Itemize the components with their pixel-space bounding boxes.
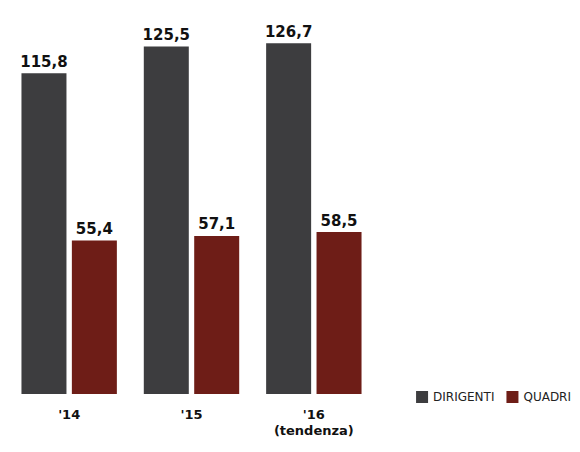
svg-text:(tendenza): (tendenza) [274,423,354,438]
svg-text:QUADRI: QUADRI [523,390,571,404]
svg-text:125,5: 125,5 [143,26,190,44]
svg-text:57,1: 57,1 [198,215,235,233]
svg-text:126,7: 126,7 [265,23,312,41]
svg-text:'15: '15 [180,407,202,422]
svg-text:DIRIGENTI: DIRIGENTI [433,390,494,404]
svg-text:115,8: 115,8 [20,53,67,71]
svg-text:'16: '16 [303,407,325,422]
svg-text:'14: '14 [58,407,80,422]
svg-text:58,5: 58,5 [321,212,358,230]
svg-text:55,4: 55,4 [76,220,113,238]
